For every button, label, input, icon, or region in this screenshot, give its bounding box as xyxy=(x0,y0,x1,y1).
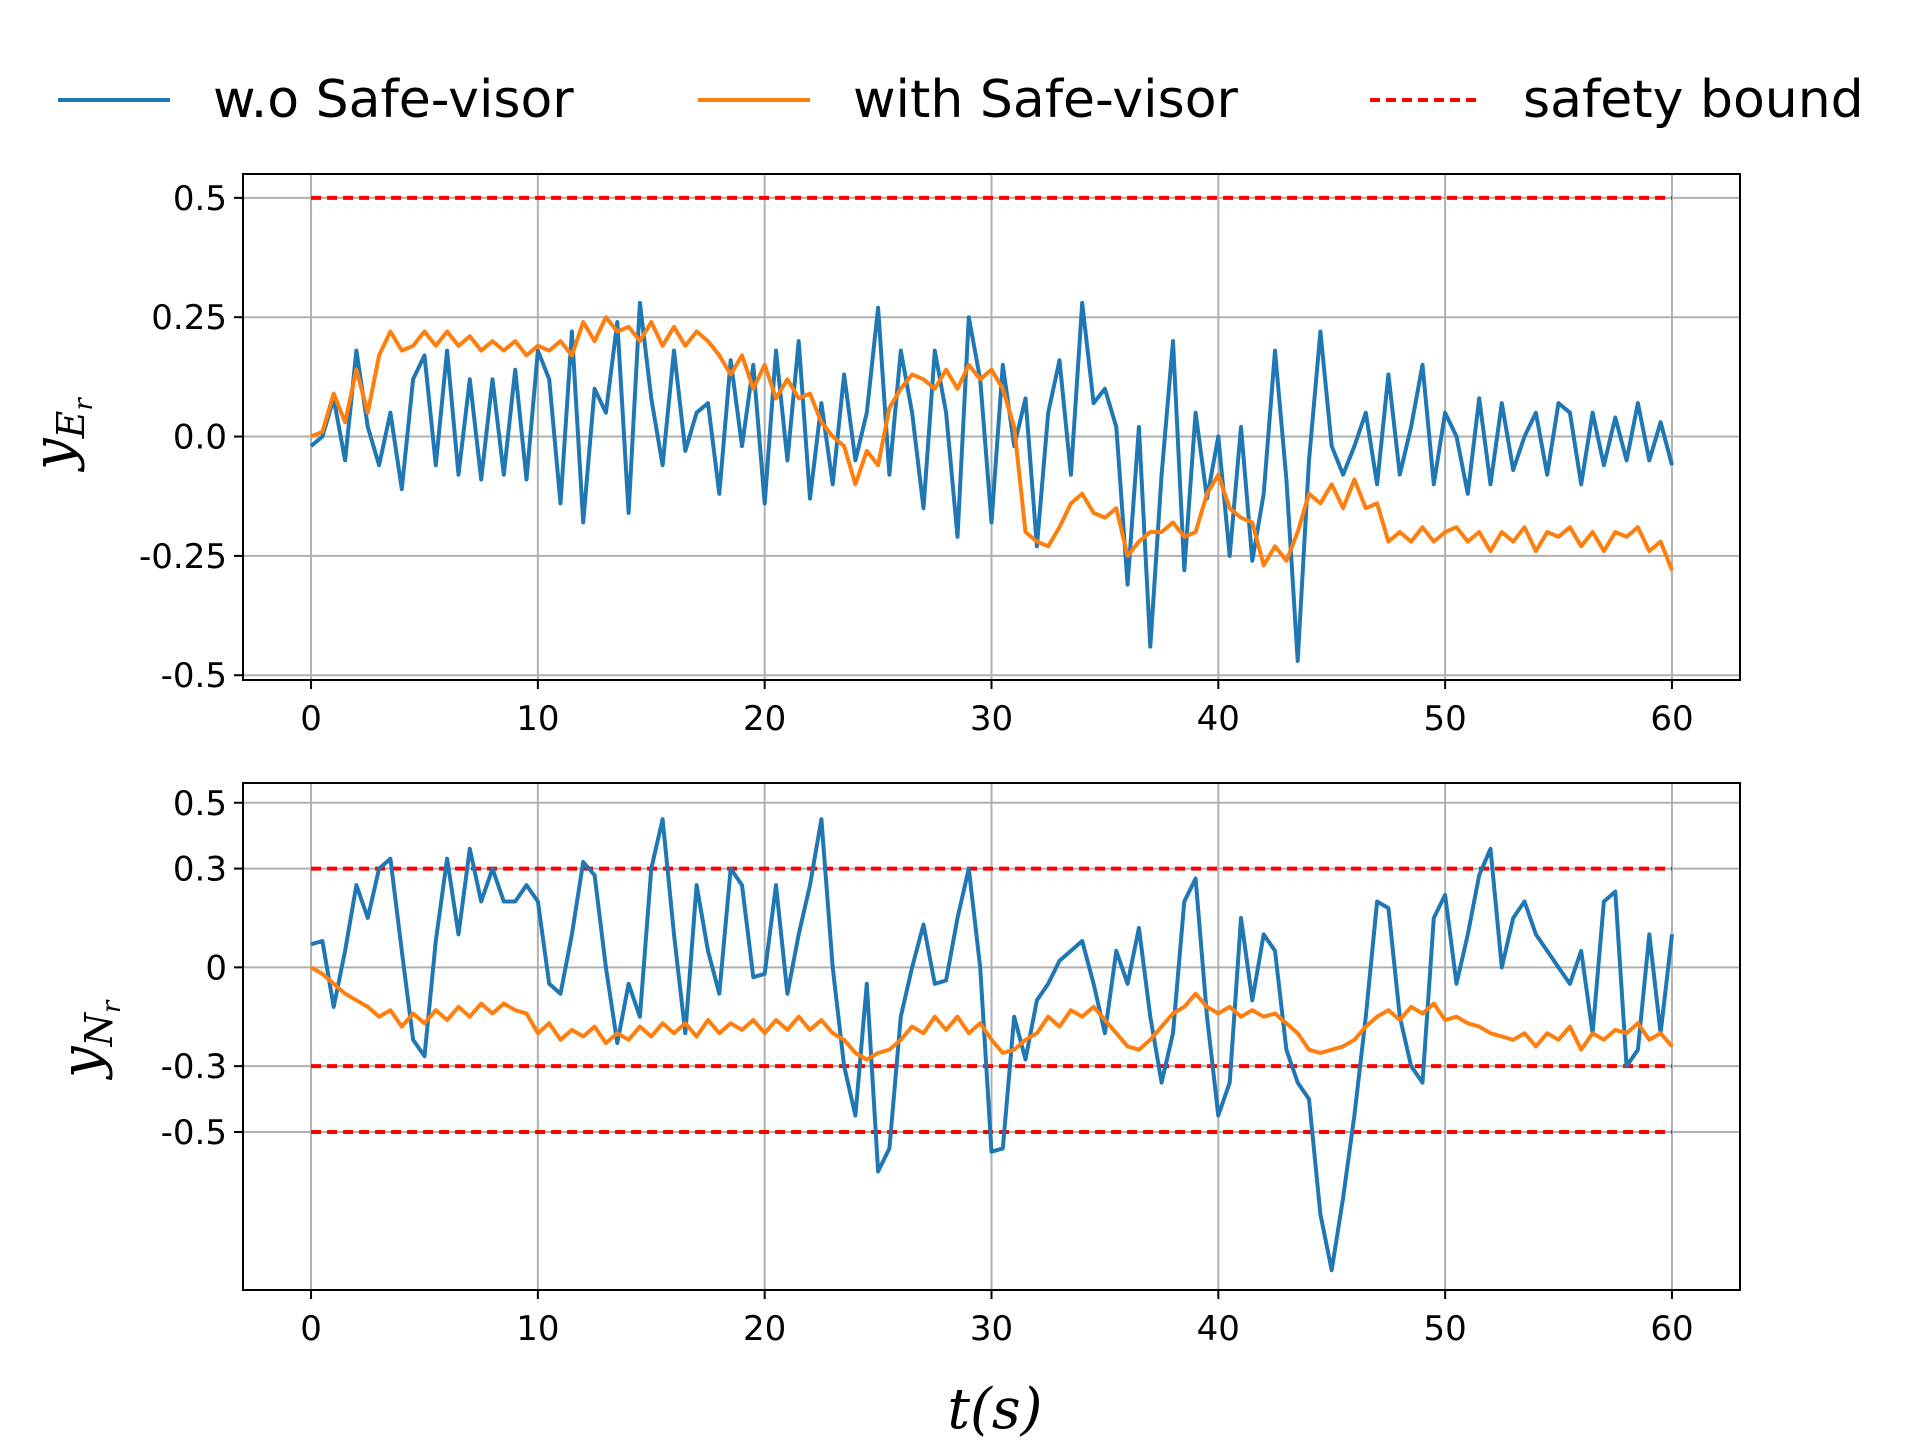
legend-label-without: w.o Safe-visor xyxy=(213,70,574,130)
y-tick-label: -0.3 xyxy=(161,1047,227,1087)
x-tick-label: 0 xyxy=(300,1309,322,1349)
y-tick-label: -0.5 xyxy=(161,1113,227,1153)
x-tick-label: 40 xyxy=(1197,699,1240,739)
series-line-with xyxy=(310,965,1674,1062)
x-tick-label: 50 xyxy=(1424,699,1467,739)
y-tick-label: 0.5 xyxy=(173,179,227,219)
plot-bottom: 0 10 20 30 40 50 60 0.5 0.3 0 -0.3 -0.5 xyxy=(161,782,1741,1349)
x-tick-label: 10 xyxy=(516,1309,559,1349)
legend-label-with: with Safe-visor xyxy=(853,70,1239,130)
x-tick-label: 40 xyxy=(1197,1309,1240,1349)
plot-top: 0 10 20 30 40 50 60 0.5 0.25 0.0 -0.25 -0.5 xyxy=(139,173,1741,739)
x-tick-label: 30 xyxy=(970,1309,1013,1349)
series-line-without xyxy=(309,300,1674,663)
x-tick-label: 50 xyxy=(1424,1309,1467,1349)
y-tick-label: 0.3 xyxy=(173,850,227,890)
x-tick-label: 20 xyxy=(743,699,786,739)
plot-area xyxy=(310,817,1674,1273)
x-axis-label: t(s) xyxy=(948,1377,1043,1440)
y-tick-label: 0.25 xyxy=(151,298,227,338)
y-tick-label: 0.5 xyxy=(173,784,227,824)
legend-label-bound: safety bound xyxy=(1523,70,1864,130)
series-line-with xyxy=(310,315,1674,571)
x-tick-label: 10 xyxy=(516,699,559,739)
x-tick-label: 60 xyxy=(1650,699,1693,739)
y-tick-label: 0 xyxy=(205,948,227,988)
x-tick-label: 60 xyxy=(1650,1309,1693,1349)
bottom-ylabel: yNr xyxy=(49,999,127,1081)
y-tick-label: 0.0 xyxy=(173,418,227,458)
y-tick-label: -0.5 xyxy=(161,656,227,696)
x-tick-label: 0 xyxy=(300,699,322,739)
x-tick-label: 30 xyxy=(970,699,1013,739)
series-line-without xyxy=(310,817,1674,1273)
plot-area xyxy=(309,195,1674,663)
x-tick-label: 20 xyxy=(743,1309,786,1349)
legend: w.o Safe-visor with Safe-visor safety bo… xyxy=(58,70,1864,130)
y-tick-label: -0.25 xyxy=(139,537,227,577)
top-ylabel: yEr xyxy=(21,397,99,473)
